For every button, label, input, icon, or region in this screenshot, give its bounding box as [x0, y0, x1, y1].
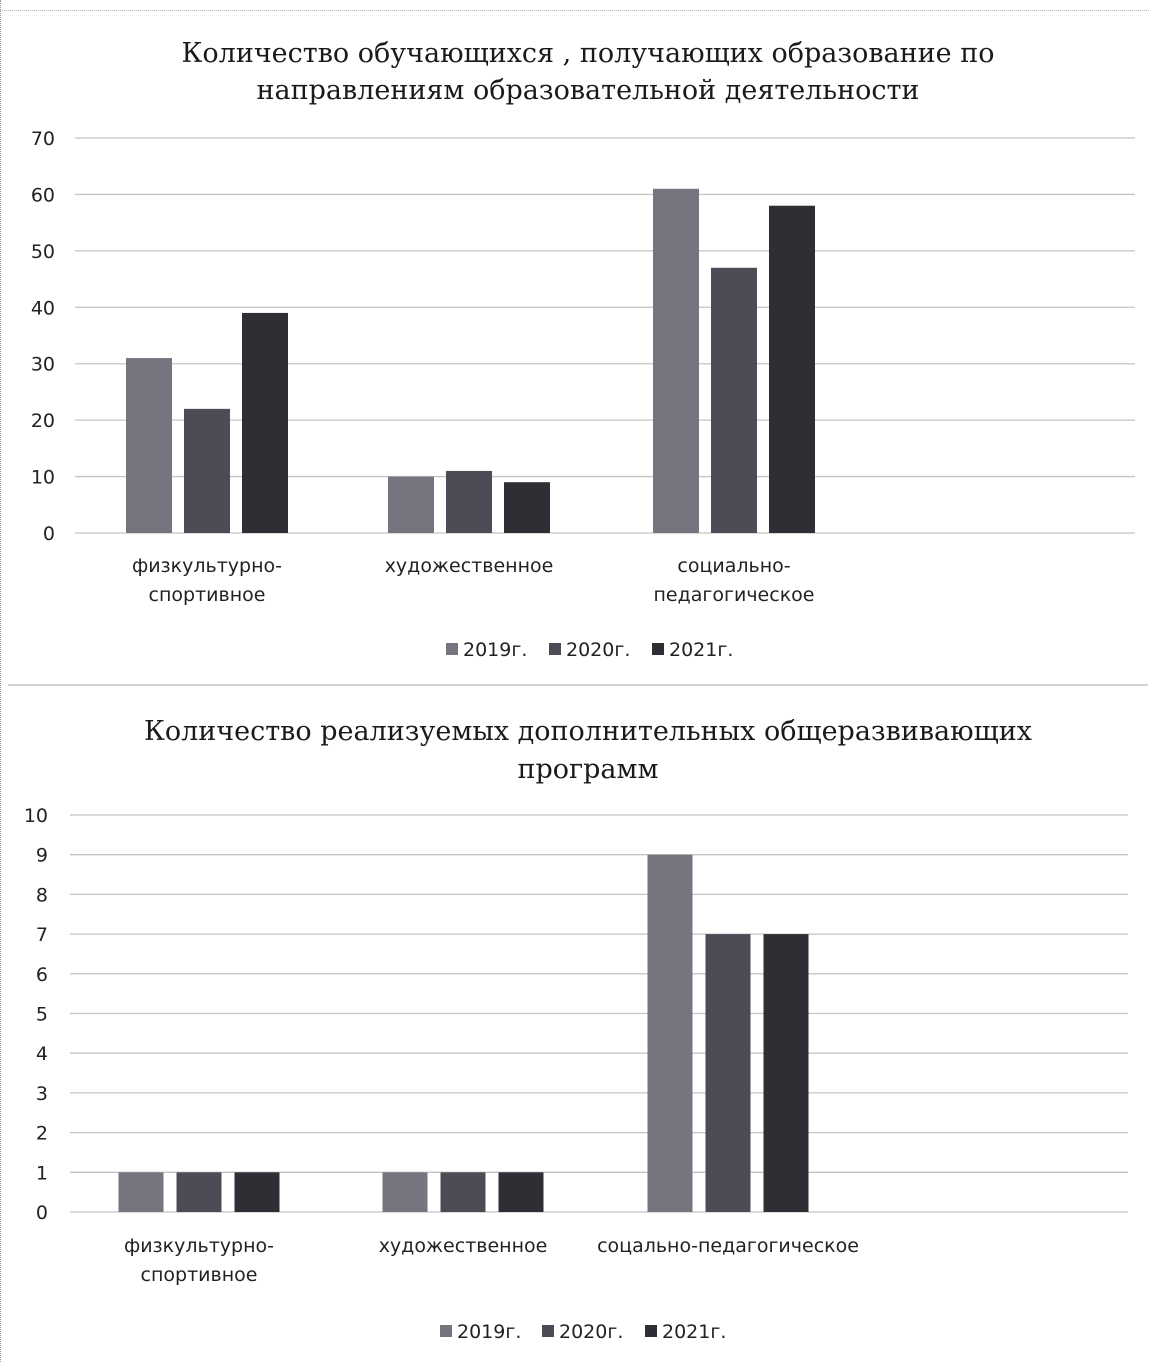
category-label: художественное [385, 555, 554, 577]
bar-series1-cat2 [711, 268, 757, 533]
bar-series1-cat0 [184, 409, 230, 533]
category-label: физкультурно- [132, 555, 282, 577]
legend-swatch [652, 643, 664, 655]
legend-label: 2019г. [463, 639, 527, 661]
chart-title-line: Количество реализуемых дополнительных об… [144, 716, 1032, 747]
bar-series0-cat0 [119, 1172, 164, 1212]
bar-series1-cat0 [177, 1172, 222, 1212]
legend-swatch [645, 1325, 657, 1337]
bar-series0-cat1 [383, 1172, 428, 1212]
legend-label: 2019г. [457, 1321, 521, 1343]
category-label: соцально-педагогическое [597, 1235, 859, 1257]
bar-series1-cat2 [706, 934, 751, 1212]
bar-series0-cat2 [648, 855, 693, 1212]
category-label: спортивное [149, 584, 266, 606]
y-tick-label: 3 [36, 1083, 48, 1105]
legend-label: 2020г. [559, 1321, 623, 1343]
bar-series2-cat0 [235, 1172, 280, 1212]
y-tick-label: 6 [36, 964, 48, 986]
y-tick-label: 30 [31, 354, 55, 376]
y-tick-label: 40 [31, 297, 55, 319]
y-tick-label: 7 [36, 924, 48, 946]
legend-swatch [440, 1325, 452, 1337]
y-tick-label: 70 [31, 128, 55, 150]
y-tick-label: 10 [24, 805, 48, 827]
legend-label: 2021г. [669, 639, 733, 661]
bar-series0-cat1 [388, 477, 434, 533]
category-label: физкультурно- [124, 1235, 274, 1257]
y-tick-label: 4 [36, 1043, 48, 1065]
bar-series1-cat1 [441, 1172, 486, 1212]
scan-top-edge [0, 10, 1149, 11]
y-tick-label: 8 [36, 884, 48, 906]
category-label: социально- [677, 555, 790, 577]
category-label: художественное [379, 1235, 548, 1257]
programs-count-chart: Количество реализуемых дополнительных об… [0, 700, 1149, 1355]
legend-label: 2021г. [662, 1321, 726, 1343]
y-tick-label: 20 [31, 410, 55, 432]
legend-swatch [549, 643, 561, 655]
legend-swatch [542, 1325, 554, 1337]
bar-series2-cat1 [504, 482, 550, 533]
y-tick-label: 50 [31, 241, 55, 263]
bar-series2-cat2 [764, 934, 809, 1212]
y-tick-label: 9 [36, 845, 48, 867]
chart-title-line: программ [517, 754, 658, 785]
y-tick-label: 0 [36, 1202, 48, 1224]
y-tick-label: 10 [31, 467, 55, 489]
chart-title-line: направлениям образовательной деятельност… [257, 75, 920, 106]
chart-title-line: Количество обучающихся , получающих обра… [182, 38, 995, 69]
students-by-direction-chart: Количество обучающихся , получающих обра… [0, 20, 1149, 680]
category-label: педагогическое [654, 584, 815, 606]
legend-label: 2020г. [566, 639, 630, 661]
bar-series2-cat0 [242, 313, 288, 533]
chart-divider [8, 684, 1148, 686]
legend-swatch [446, 643, 458, 655]
y-tick-label: 5 [36, 1004, 48, 1026]
y-tick-label: 2 [36, 1123, 48, 1145]
bar-series0-cat0 [126, 358, 172, 533]
bar-series0-cat2 [653, 189, 699, 533]
bar-series2-cat2 [769, 206, 815, 533]
y-tick-label: 1 [36, 1162, 48, 1184]
bar-series2-cat1 [499, 1172, 544, 1212]
y-tick-label: 0 [43, 523, 55, 545]
bar-series1-cat1 [446, 471, 492, 533]
category-label: спортивное [141, 1264, 258, 1286]
y-tick-label: 60 [31, 184, 55, 206]
